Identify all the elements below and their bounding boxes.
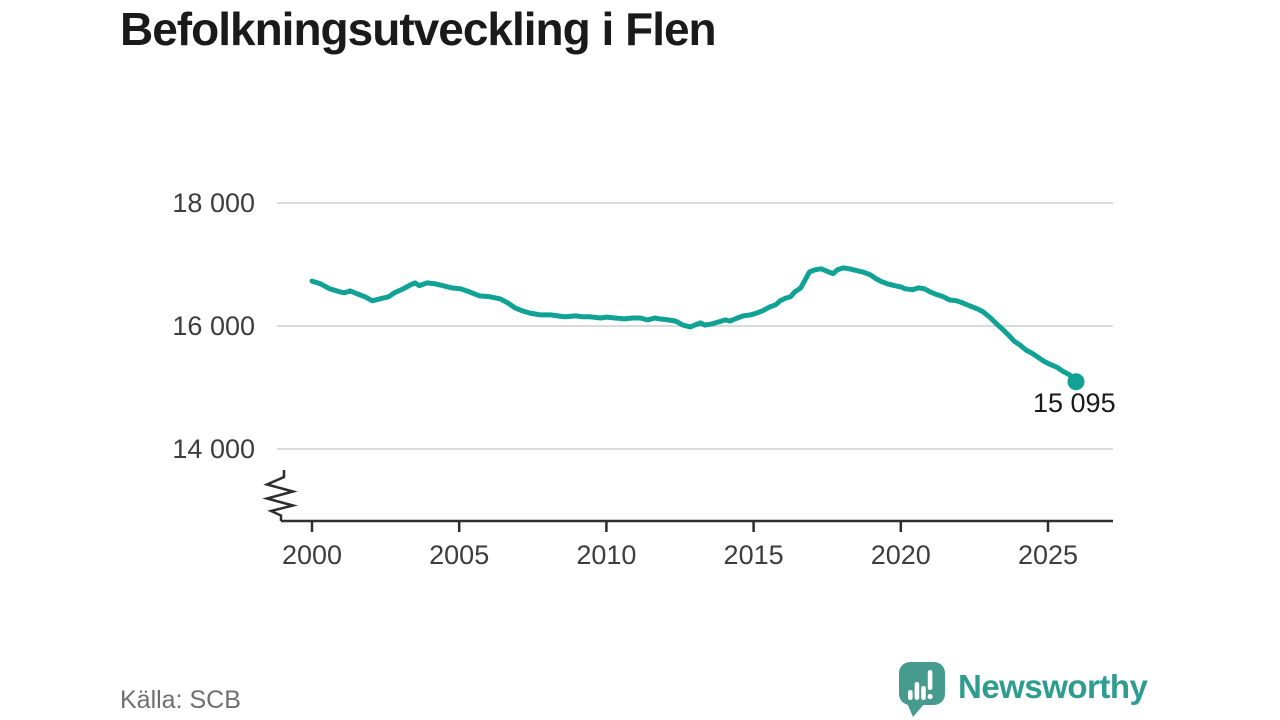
logo-bubble-tail — [907, 703, 925, 717]
axis-break-icon — [262, 470, 298, 521]
x-tick-marks — [310, 521, 1050, 532]
source-note: Källa: SCB — [120, 686, 241, 714]
x-tick-label-2005: 2005 — [429, 540, 490, 570]
x-axis — [262, 470, 1113, 532]
x-tick-label-2015: 2015 — [723, 540, 784, 570]
logo-bar-chart-icon — [908, 670, 933, 700]
x-tick-label-2000: 2000 — [281, 540, 343, 570]
last-point-dot — [1067, 373, 1085, 391]
newsworthy-branding: Newsworthy — [897, 660, 1148, 718]
x-tick-label-2010: 2010 — [576, 540, 637, 570]
y-tick-label-14000: 14 000 — [172, 434, 255, 464]
chart-title: Befolkningsutveckling i Flen — [120, 3, 717, 55]
last-value-label: 15 095 — [1033, 388, 1116, 418]
newsworthy-logo-text: Newsworthy — [958, 668, 1148, 705]
y-tick-label-18000: 18 000 — [172, 188, 255, 218]
x-tick-label-2020: 2020 — [870, 540, 931, 570]
x-tick-label-2025: 2025 — [1017, 540, 1079, 570]
newsworthy-logo-icon — [899, 662, 945, 717]
population-line — [309, 265, 1079, 385]
y-tick-label-16000: 16 000 — [172, 311, 255, 341]
